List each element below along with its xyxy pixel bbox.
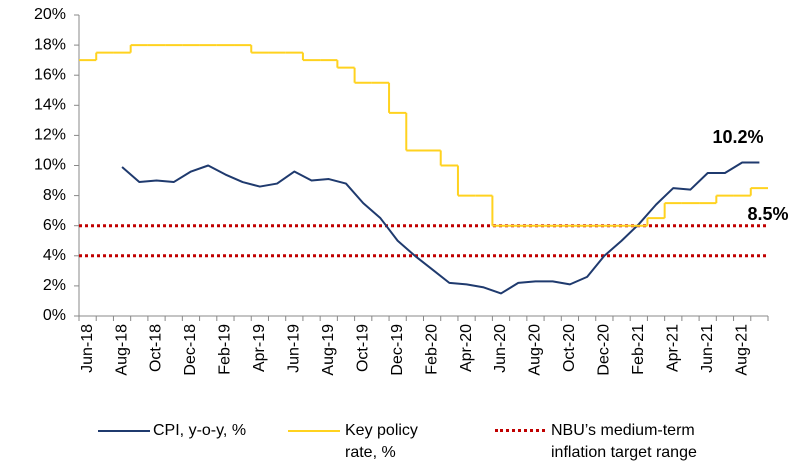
x-tick-label: Oct-20 [561,324,578,372]
legend-swatch [288,430,340,432]
x-tick-label: Jun-21 [699,324,716,373]
legend-swatch [98,430,150,432]
x-tick-label: Apr-21 [664,324,681,372]
x-tick-label: Jun-18 [79,324,96,373]
legend-swatch [495,429,545,432]
x-tick-label: Aug-20 [527,324,544,376]
y-tick-label: 10% [34,157,66,174]
x-tick-label: Dec-20 [596,324,613,376]
legend-label: CPI, y-o-y, % [153,422,247,439]
y-tick-label: 2% [43,277,66,294]
y-tick-label: 8% [43,187,66,204]
x-tick-label: Oct-19 [354,324,371,372]
series-line [121,161,760,295]
y-tick-label: 20% [34,6,66,23]
step-line [79,44,768,227]
y-tick-label: 0% [43,307,66,324]
x-tick-label: Feb-20 [423,324,440,375]
x-tick-label: Apr-19 [251,324,268,372]
legend-label: NBU’s medium-term inflation target range [551,422,697,461]
y-tick-label: 6% [43,217,66,234]
annotation: 10.2% [712,127,763,147]
x-tick-label: Dec-18 [182,324,199,376]
x-tick-label: Aug-19 [320,324,337,376]
x-tick-label: Oct-18 [148,324,165,372]
x-tick-label: Dec-19 [389,324,406,376]
y-tick-label: 16% [34,66,66,83]
annotation: 8.5% [747,204,788,224]
x-tick-label: Apr-20 [458,324,475,372]
legend-label: Key policy rate, % [345,422,418,461]
y-tick-label: 12% [34,127,66,144]
x-tick-label: Jun-20 [492,324,509,373]
y-tick-label: 18% [34,36,66,53]
y-tick-label: 4% [43,247,66,264]
x-tick-label: Aug-21 [733,324,750,376]
y-tick-label: 14% [34,97,66,114]
x-tick-label: Feb-21 [630,324,647,375]
x-tick-label: Aug-18 [113,324,130,376]
x-tick-label: Feb-19 [217,324,234,375]
x-tick-label: Jun-19 [286,324,303,373]
